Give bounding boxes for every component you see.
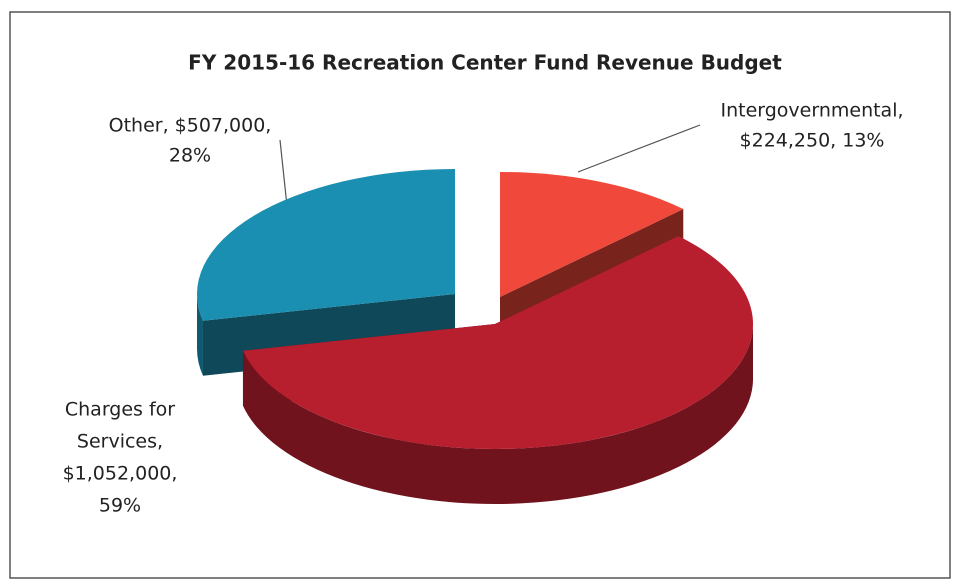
slice [197,169,456,321]
slice [500,172,684,297]
leader-line [279,139,288,207]
data-label: Other, $507,000, [109,115,272,137]
leader-line [577,124,701,173]
data-label: Services, [77,431,163,453]
data-label: 28% [169,145,211,167]
data-label: $224,250, 13% [740,130,885,152]
data-label: $1,052,000, [63,463,178,485]
slice-side [197,294,203,376]
chart-title: FY 2015-16 Recreation Center Fund Revenu… [188,51,782,75]
data-label: Charges for [65,399,175,421]
data-label: 59% [99,495,141,517]
slice [242,236,753,450]
slice-side [242,324,753,504]
data-label: Intergovernmental, [720,100,903,122]
